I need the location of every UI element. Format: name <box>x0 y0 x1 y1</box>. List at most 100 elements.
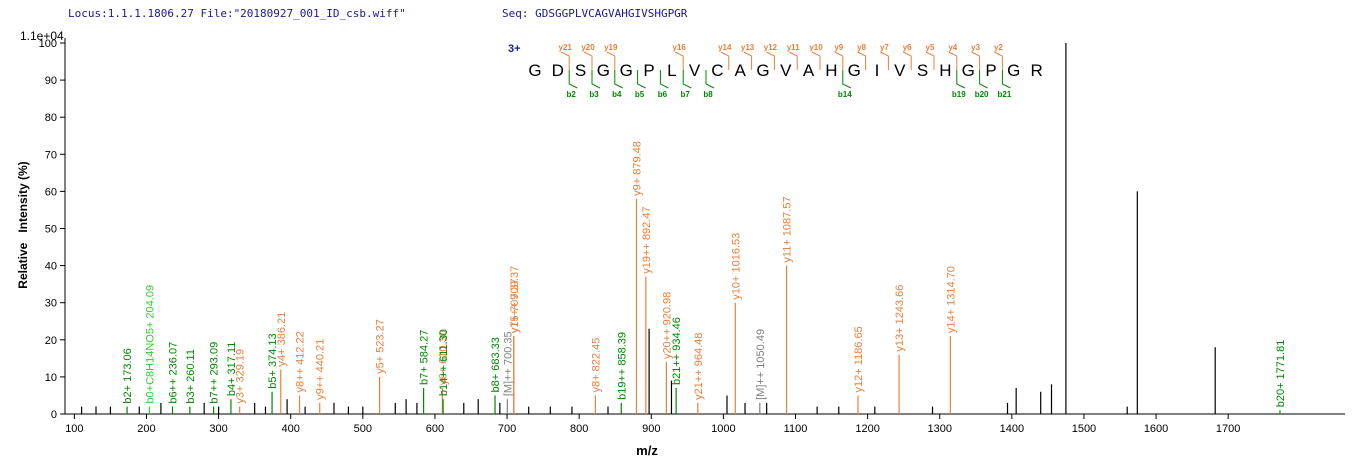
peak-label: y13+ 1243.66 <box>894 285 906 352</box>
sequence: Seq: GDSGGPLVCAGVAHGIVSHGPGR <box>502 7 688 20</box>
peak-label: y6+ 610.30 <box>437 330 449 385</box>
b-ion-label: b4 <box>612 90 622 99</box>
b-cleavage <box>637 70 646 89</box>
residue: G <box>620 61 633 80</box>
y-tick-label: 80 <box>45 112 57 124</box>
y-ion-label: y19 <box>604 43 618 52</box>
y-ion-label: y16 <box>673 43 687 52</box>
x-tick-label: 1200 <box>855 423 879 435</box>
peak-label: b0+C8H14NO5+ 204.09 <box>144 285 156 404</box>
residue: G <box>848 61 861 80</box>
y-ion-label: y4 <box>948 43 957 52</box>
b-ion-label: b3 <box>589 90 599 99</box>
y-ion-label: y8 <box>857 43 866 52</box>
residue: G <box>528 61 541 80</box>
y-cleavage <box>606 51 616 70</box>
b-cleavage <box>568 70 578 89</box>
x-tick-label: 1000 <box>711 423 735 435</box>
x-tick-label: 1100 <box>784 423 808 435</box>
peak-label: y11+ 1087.57 <box>782 196 794 262</box>
x-tick-label: 500 <box>354 423 372 435</box>
y-ion-label: y12 <box>764 43 778 52</box>
peak-label: y3+ 329.19 <box>235 349 247 404</box>
charge: 3+ <box>508 43 521 55</box>
y-ion-label: y6 <box>903 43 912 52</box>
y-cleavage <box>720 51 730 70</box>
y-cleavage <box>925 51 935 70</box>
x-tick-label: 100 <box>65 423 83 435</box>
residue: H <box>939 61 951 80</box>
peak-label: b7++ 293.09 <box>209 342 221 404</box>
peak-label: y8+ 822.45 <box>590 338 602 393</box>
y-cleavage <box>857 51 867 70</box>
y-ion-label: y10 <box>809 43 823 52</box>
peak-label: y15++ 709.37 <box>509 266 521 333</box>
header: Locus:1.1.1.1806.27 File:"20180927_001_I… <box>68 7 406 20</box>
peak-label: b19++ 858.39 <box>616 332 628 400</box>
peak-label: [M]++ 700.35 <box>502 331 514 396</box>
b-cleavage <box>591 70 601 89</box>
x-tick-label: 800 <box>570 423 588 435</box>
peak-label: y21++ 964.48 <box>693 333 705 400</box>
peak-label: y8++ 412.22 <box>295 331 307 392</box>
residue: R <box>1030 61 1042 80</box>
y-ion-label: y21 <box>559 43 573 52</box>
y-ion-label: y11 <box>787 43 800 52</box>
peak-label: b14++ 611.30 <box>438 329 450 396</box>
y-tick-label: 50 <box>45 224 57 236</box>
peak-label: y20++ 920.98 <box>661 292 673 359</box>
y-ion-label: y9 <box>834 43 843 52</box>
b-ion-label: b19 <box>952 90 966 99</box>
b-ion-label: b14 <box>838 90 852 99</box>
y-ion-label: y3 <box>971 43 980 52</box>
y-cleavage <box>971 51 981 70</box>
residue: V <box>780 61 792 80</box>
peak-label: b4+ 317.11 <box>226 342 238 397</box>
y-ion-label: y2 <box>994 43 1003 52</box>
residue: A <box>803 61 815 80</box>
peak-label: y12+ 1186.65 <box>853 326 865 392</box>
x-tick-label: 1500 <box>1072 423 1096 435</box>
b-ion-label: b20 <box>975 90 989 99</box>
x-axis-label: m/z <box>636 443 658 458</box>
y-cleavage <box>994 51 1003 70</box>
y-cleavage <box>948 51 958 70</box>
residue: D <box>552 61 564 80</box>
y-tick-label: 40 <box>45 261 57 273</box>
peak-label: y7+ 709.37 <box>509 278 521 333</box>
residue: L <box>667 61 676 80</box>
b-cleavage <box>705 70 715 89</box>
residue: P <box>643 61 654 80</box>
residue: A <box>735 61 747 80</box>
b-cleavage <box>1001 70 1011 89</box>
y-ion-label: y13 <box>741 43 755 52</box>
y-ion-label: y7 <box>880 43 889 52</box>
peak-label: b21++ 934.46 <box>671 317 683 385</box>
x-tick-label: 300 <box>209 423 227 435</box>
peak-label: [M]++ 1050.49 <box>755 329 767 400</box>
x-tick-label: 900 <box>642 423 660 435</box>
x-tick-label: 700 <box>498 423 516 435</box>
peak-label: b3+ 260.11 <box>185 349 197 404</box>
peak-label: b7+ 584.27 <box>419 330 431 385</box>
peak-label: b5+ 374.13 <box>267 333 279 388</box>
x-tick-label: 1300 <box>927 423 951 435</box>
b-ion-label: b2 <box>567 90 577 99</box>
residue: V <box>894 61 906 80</box>
scale: 1.1e+04 <box>20 29 64 43</box>
b-cleavage <box>842 70 852 89</box>
y-tick-label: 10 <box>45 372 57 384</box>
peak-label: b6++ 236.07 <box>167 342 179 404</box>
peak-label: y14+ 1314.70 <box>945 266 957 333</box>
peak-label: b2+ 173.06 <box>122 348 134 403</box>
y-cleavage <box>788 51 798 70</box>
y-ion-label: y14 <box>718 43 732 52</box>
y-cleavage <box>743 51 753 70</box>
y-tick-label: 20 <box>45 335 57 347</box>
residue: V <box>689 61 701 80</box>
x-tick-label: 200 <box>137 423 155 435</box>
residue: G <box>597 61 610 80</box>
y-axis-label: Relative Intensity (%) <box>16 161 30 288</box>
x-tick-label: 400 <box>282 423 300 435</box>
b-cleavage <box>659 70 669 89</box>
